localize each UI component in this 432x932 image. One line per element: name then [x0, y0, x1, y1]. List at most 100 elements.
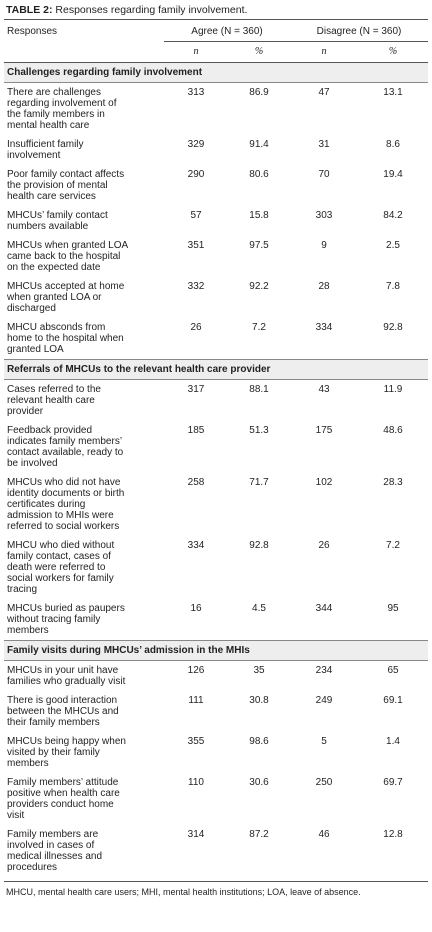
value-cell: 334: [315, 322, 333, 333]
caption-label: TABLE 2:: [6, 4, 53, 16]
value-cell: 290: [187, 169, 205, 180]
value-cell: 47: [318, 87, 330, 98]
value-cell: 110: [188, 777, 204, 788]
row-label: Family members’ attitude positive when h…: [7, 777, 120, 821]
value-cell: 355: [187, 736, 205, 747]
value-cell: 329: [187, 139, 205, 150]
subheader-cell: %: [228, 41, 290, 63]
value-cell: 26: [190, 322, 202, 333]
subheader-row: n % n %: [4, 41, 429, 63]
data-row: There are challenges regarding involveme…: [4, 83, 428, 136]
value-cell: 126: [187, 665, 205, 676]
data-row: MHCUs buried as paupers without tracing …: [4, 599, 428, 641]
row-label: MHCU who died without family contact, ca…: [7, 540, 115, 595]
value-cell: 314: [187, 829, 205, 840]
value-cell: 250: [315, 777, 333, 788]
value-cell: 7.2: [252, 322, 266, 333]
value-cell: 43: [318, 384, 330, 395]
subheader-cell: n: [164, 41, 228, 63]
data-row: Insufficient family involvement 329 91.4 31…: [4, 135, 428, 165]
data-row: Poor family contact affects the provisio…: [4, 165, 428, 206]
table-caption: TABLE 2: Responses regarding family invo…: [4, 4, 428, 20]
row-label: MHCUs’ family contact numbers available: [7, 210, 108, 232]
caption-text: Responses regarding family involvement.: [55, 4, 248, 16]
value-cell: 2.5: [386, 240, 400, 251]
value-cell: 28: [318, 281, 330, 292]
data-row: Cases referred to the relevant health ca…: [4, 380, 428, 422]
value-cell: 31: [318, 139, 330, 150]
value-cell: 70: [318, 169, 330, 180]
value-cell: 9: [321, 240, 327, 251]
value-cell: 11.9: [383, 384, 403, 395]
data-row: MHCU who died without family contact, ca…: [4, 536, 428, 599]
value-cell: 13.1: [383, 87, 403, 98]
header-cell: [4, 41, 164, 63]
value-cell: 69.7: [383, 777, 403, 788]
value-cell: 234: [315, 665, 333, 676]
subheader-cell: n: [290, 41, 358, 63]
value-cell: 317: [187, 384, 205, 395]
row-label: MHCUs accepted at home when granted LOA …: [7, 281, 125, 314]
value-cell: 12.8: [383, 829, 403, 840]
data-row: Family members are involved in cases of …: [4, 825, 428, 877]
value-cell: 65: [387, 665, 399, 676]
row-label: Cases referred to the relevant health ca…: [7, 384, 101, 417]
value-cell: 102: [315, 477, 333, 488]
section-title: Family visits during MHCUs’ admission in…: [4, 640, 429, 661]
value-cell: 98.6: [249, 736, 269, 747]
subheader-cell: %: [358, 41, 429, 63]
value-cell: 57: [190, 210, 202, 221]
value-cell: 92.8: [249, 540, 269, 551]
section-title: Challenges regarding family involvement: [4, 62, 429, 83]
data-row: MHCUs in your unit have families who gra…: [4, 661, 428, 692]
section-title: Referrals of MHCUs to the relevant healt…: [4, 359, 429, 380]
value-cell: 92.2: [249, 281, 269, 292]
value-cell: 351: [187, 240, 205, 251]
value-cell: 303: [315, 210, 333, 221]
header-row: Responses Agree (N = 360) Disagree (N = …: [4, 20, 429, 42]
value-cell: 92.8: [383, 322, 403, 333]
value-cell: 334: [187, 540, 205, 551]
row-label: Feedback provided indicates family membe…: [7, 425, 124, 469]
value-cell: 175: [315, 425, 333, 436]
row-label: There is good interaction between the MH…: [7, 695, 119, 728]
value-cell: 95: [387, 603, 399, 614]
data-row: MHCUs accepted at home when granted LOA …: [4, 277, 428, 318]
value-cell: 91.4: [249, 139, 269, 150]
value-cell: 249: [315, 695, 333, 706]
value-cell: 86.9: [249, 87, 269, 98]
data-row: MHCU absconds from home to the hospital …: [4, 318, 428, 360]
value-cell: 185: [187, 425, 205, 436]
value-cell: 5: [321, 736, 327, 747]
row-label: MHCUs being happy when visited by their …: [7, 736, 126, 769]
value-cell: 97.5: [249, 240, 269, 251]
value-cell: 15.8: [249, 210, 269, 221]
row-label: MHCUs buried as paupers without tracing …: [7, 603, 125, 636]
value-cell: 7.2: [386, 540, 400, 551]
value-cell: 71.7: [249, 477, 269, 488]
section-row: Family visits during MHCUs’ admission in…: [4, 640, 429, 661]
value-cell: 7.8: [386, 281, 400, 292]
value-cell: 28.3: [383, 477, 403, 488]
value-cell: 48.6: [383, 425, 403, 436]
value-cell: 88.1: [249, 384, 269, 395]
header-cell: Responses: [7, 26, 58, 37]
data-row: MHCUs’ family contact numbers available 5…: [4, 206, 428, 236]
header-cell: Disagree (N = 360): [290, 20, 429, 42]
row-label: Insufficient family involvement: [7, 139, 84, 161]
value-cell: 87.2: [249, 829, 269, 840]
data-row: Family members’ attitude positive when h…: [4, 773, 428, 825]
value-cell: 111: [188, 695, 204, 706]
row-label: MHCUs who did not have identity document…: [7, 477, 125, 532]
data-row: There is good interaction between the MH…: [4, 691, 428, 732]
value-cell: 4.5: [252, 603, 266, 614]
value-cell: 332: [187, 281, 205, 292]
value-cell: 80.6: [249, 169, 269, 180]
value-cell: 51.3: [249, 425, 269, 436]
value-cell: 258: [187, 477, 205, 488]
header-cell: Agree (N = 360): [164, 20, 290, 42]
row-label: Poor family contact affects the provisio…: [7, 169, 125, 202]
value-cell: 35: [253, 665, 265, 676]
document: TABLE 2: Responses regarding family invo…: [4, 4, 429, 897]
